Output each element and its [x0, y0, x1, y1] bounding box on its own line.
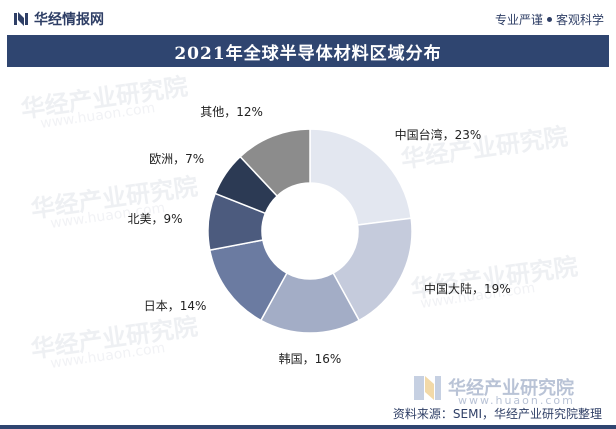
slice-label-5: 欧洲，7%: [149, 152, 204, 166]
source-note: 资料来源：SEMI，华经产业研究院整理: [392, 407, 602, 421]
slice-label-6: 其他，12%: [200, 105, 263, 119]
slice-label-0: 中国台湾，23%: [395, 127, 482, 142]
title-bar: 2021年全球半导体材料区域分布: [7, 35, 609, 67]
slice-1: [332, 217, 413, 322]
bottom-divider: [0, 425, 616, 429]
slice-label-3: 日本，14%: [144, 299, 207, 313]
slice-6: [239, 128, 311, 198]
donut-chart: 中国台湾，23% 中国大陆，19% 韩国，16% 日本，14% 北美，9% 欧洲，7% 其他…: [128, 105, 511, 366]
chart-area: 中国台湾，23% 中国大陆，19% 韩国，16% 日本，14% 北美，9% 欧洲，7% 其他…: [0, 68, 616, 398]
slice-label-1: 中国大陆，19%: [424, 281, 511, 296]
brand-logo-icon: [14, 12, 28, 26]
footer-logo: 华经产业研究院: [412, 372, 574, 402]
tagline-dot-icon: [546, 17, 552, 22]
slice-0: [309, 128, 413, 226]
brand-name: 华经情报网: [34, 12, 104, 28]
slice-label-4: 北美，9%: [128, 212, 183, 226]
footer-url: www.huaon.com: [458, 394, 575, 407]
slice-label-2: 韩国，16%: [279, 351, 342, 366]
tagline-1: 专业严谨: [494, 13, 543, 27]
footer-logo-icon: [414, 376, 441, 400]
footer-logo-text: 华经产业研究院: [448, 378, 574, 399]
tagline-2: 客观科学: [555, 13, 604, 27]
header: 华经情报网 专业严谨 客观科学: [0, 0, 616, 34]
tagline: 专业严谨 客观科学: [495, 11, 604, 28]
brand: 华经情报网: [14, 9, 104, 29]
chart-title: 2021年全球半导体材料区域分布: [174, 43, 442, 64]
